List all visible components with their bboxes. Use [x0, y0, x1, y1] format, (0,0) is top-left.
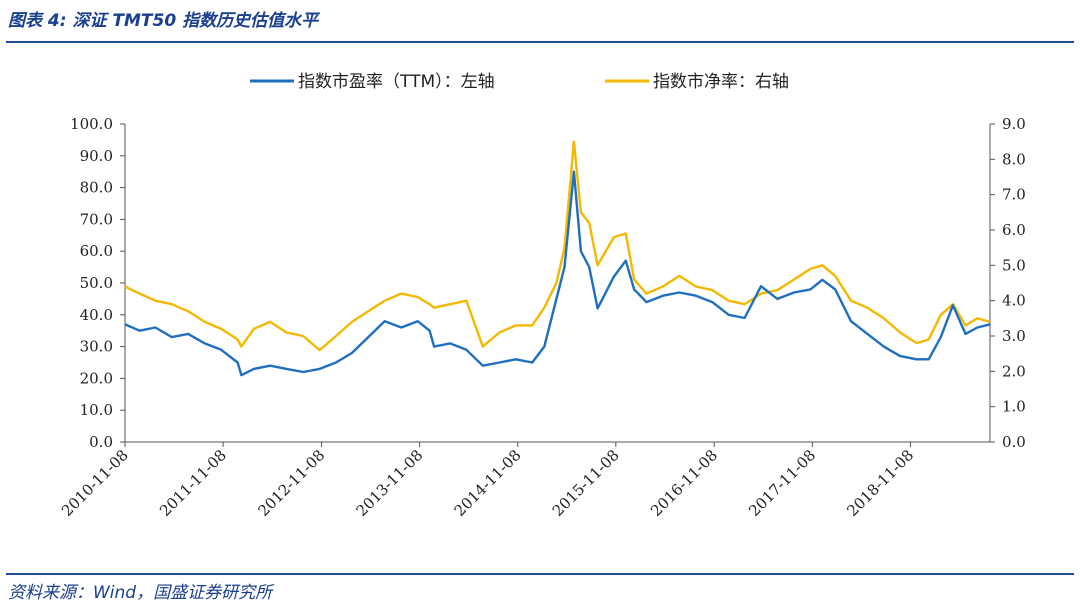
x-axis-tick-label: 2018-11-08 [843, 446, 917, 520]
x-axis-tick-label: 2014-11-08 [451, 446, 525, 520]
right-axis-tick-label: 2.0 [1002, 362, 1026, 380]
x-axis-tick-label: 2016-11-08 [647, 446, 721, 520]
right-axis-tick-label: 6.0 [1002, 221, 1026, 239]
right-axis-tick-label: 0.0 [1002, 433, 1026, 451]
left-axis-tick-label: 60.0 [80, 242, 113, 260]
right-axis-tick-label: 5.0 [1002, 256, 1026, 274]
x-axis-tick-label: 2015-11-08 [549, 446, 623, 520]
figure-title: 图表 4: 深证 TMT50 指数历史估值水平 [8, 11, 319, 31]
chart-svg: 0.0 10.0 20.0 30.0 40.0 50.0 60.0 70.0 80.0 90.0 1… [58, 72, 1026, 520]
pb-series-line [124, 140, 991, 352]
left-axis-tick-label: 50.0 [80, 274, 113, 292]
right-axis-tick-label: 4.0 [1002, 292, 1026, 310]
x-axis-tick-label: 2013-11-08 [353, 446, 427, 520]
left-axis-tick-label: 80.0 [80, 179, 113, 197]
right-axis-tick-label: 8.0 [1002, 150, 1026, 168]
right-axis-tick-label: 9.0 [1002, 115, 1026, 133]
legend-pb-label: 指数市净率：右轴 [653, 72, 789, 92]
left-axis-tick-label: 100.0 [70, 115, 113, 133]
legend-pe-label: 指数市盈率（TTM）：左轴 [298, 72, 495, 92]
top-rule [6, 41, 1074, 43]
bottom-rule [6, 573, 1074, 575]
left-axis-tick-label: 70.0 [80, 210, 113, 228]
x-axis-tick-label: 2017-11-08 [745, 446, 819, 520]
left-axis-tick-label: 40.0 [80, 306, 113, 324]
x-axis-tick-label: 2012-11-08 [254, 446, 328, 520]
right-axis-tick-label: 3.0 [1002, 327, 1026, 345]
left-axis-tick-label: 0.0 [89, 433, 113, 451]
pe-series-line [124, 170, 991, 377]
left-axis-tick-label: 90.0 [80, 147, 113, 165]
right-axis-tick-label: 1.0 [1002, 398, 1026, 416]
source-note: 资料来源：Wind，国盛证券研究所 [8, 583, 273, 603]
right-axis-tick-label: 7.0 [1002, 186, 1026, 204]
left-axis-tick-label: 30.0 [80, 338, 113, 356]
left-axis-tick-label: 10.0 [80, 401, 113, 419]
left-axis-tick-label: 20.0 [80, 369, 113, 387]
x-axis-tick-label: 2011-11-08 [156, 446, 230, 520]
x-axis-tick-label: 2010-11-08 [58, 446, 132, 520]
